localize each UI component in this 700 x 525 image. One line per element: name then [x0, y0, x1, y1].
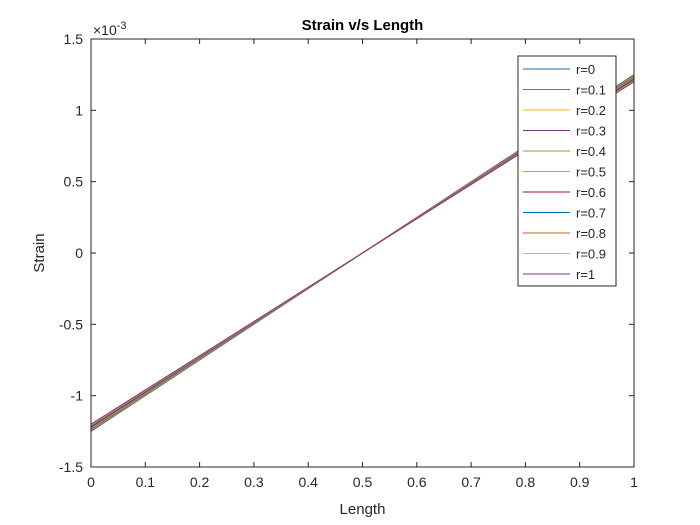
y-axis-exponent: ×10-3 — [93, 20, 127, 38]
y-tick-label: -1.5 — [59, 459, 83, 475]
legend-label: r=0.3 — [576, 124, 606, 139]
y-tick-label: 1 — [75, 102, 83, 118]
x-axis-label: Length — [340, 501, 386, 518]
legend-label: r=0.2 — [576, 103, 606, 118]
legend-label: r=1 — [576, 267, 595, 282]
x-tick-label: 1 — [630, 474, 638, 490]
legend-label: r=0.4 — [576, 144, 606, 159]
legend-label: r=0.9 — [576, 247, 606, 262]
legend-label: r=0 — [576, 62, 595, 77]
y-axis-exponent-power: -3 — [117, 20, 127, 32]
legend-label: r=0.7 — [576, 206, 606, 221]
legend: r=0 r=0.1 r=0.2 r=0.3 r=0.4 r=0.5 r=0.6 r=0.7 r=… — [517, 55, 617, 287]
x-tick-label: 0.9 — [570, 474, 590, 490]
y-tick-label: -1 — [71, 388, 84, 404]
x-tick-label: 0.6 — [407, 474, 427, 490]
x-tick-label: 0.1 — [136, 474, 156, 490]
legend-label: r=0.5 — [576, 165, 606, 180]
x-tick-label: 0 — [87, 474, 95, 490]
x-tick-label: 0.2 — [190, 474, 210, 490]
legend-label: r=0.6 — [576, 185, 606, 200]
y-axis-exponent-base: ×10 — [93, 22, 117, 38]
x-tick-label: 0.5 — [353, 474, 373, 490]
y-axis-label: Strain — [31, 233, 48, 272]
x-tick-label: 0.3 — [244, 474, 264, 490]
legend-label: r=0.8 — [576, 226, 606, 241]
y-tick-label: -0.5 — [59, 316, 83, 332]
x-tick-label: 0.7 — [461, 474, 481, 490]
chart-title: Strain v/s Length — [302, 17, 424, 34]
legend-label: r=0.1 — [576, 83, 606, 98]
x-tick-label: 0.8 — [516, 474, 536, 490]
ticks-layer: 0 0.1 0.2 0.3 0.4 0.5 0.6 0.7 0.8 0.9 1 -1.5 -1 -0.5 0… — [59, 31, 638, 490]
y-tick-label: 0.5 — [64, 174, 84, 190]
y-tick-label: 0 — [75, 245, 83, 261]
x-tick-label: 0.4 — [298, 474, 318, 490]
y-tick-label: 1.5 — [64, 31, 84, 47]
